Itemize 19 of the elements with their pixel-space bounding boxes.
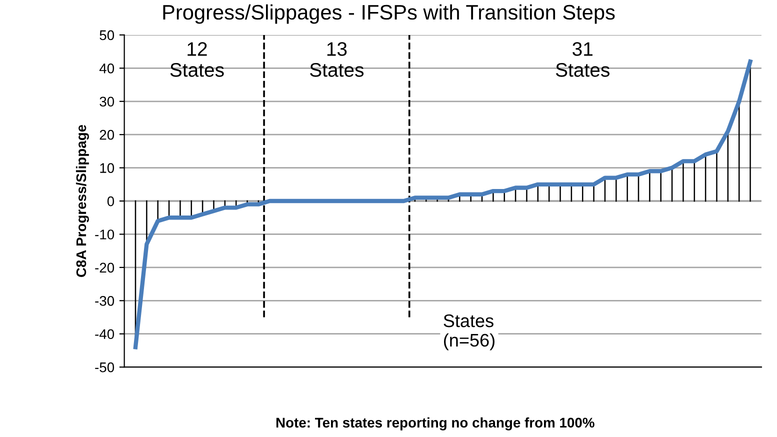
x-axis-title: States (n=56) bbox=[444, 314, 494, 350]
y-tick-label: -30 bbox=[95, 296, 114, 306]
y-tick-label: -20 bbox=[95, 262, 114, 273]
line-series bbox=[133, 59, 752, 350]
text: Note: Ten states reporting no change from 100% bbox=[276, 417, 594, 430]
annotation: 13 States bbox=[310, 42, 364, 77]
y-tick-label: -40 bbox=[95, 329, 114, 340]
annotation: 31 States bbox=[556, 42, 610, 77]
y-tick-label: 20 bbox=[100, 130, 114, 140]
annotation: 12 States bbox=[170, 42, 224, 77]
y-tick-label: 30 bbox=[100, 96, 114, 107]
y-tick-label: 0 bbox=[107, 196, 114, 206]
y-axis-title: C8A Progress/Slippage bbox=[76, 124, 89, 277]
chart-title: Progress/Slippages - IFSPs with Transition Steps bbox=[163, 4, 615, 24]
y-tick-label: 10 bbox=[100, 163, 114, 173]
y-tick-label: -10 bbox=[95, 230, 114, 240]
y-tick-label: 50 bbox=[100, 30, 114, 40]
y-tick-label: -50 bbox=[95, 362, 114, 372]
y-tick-label: 40 bbox=[99, 64, 114, 74]
